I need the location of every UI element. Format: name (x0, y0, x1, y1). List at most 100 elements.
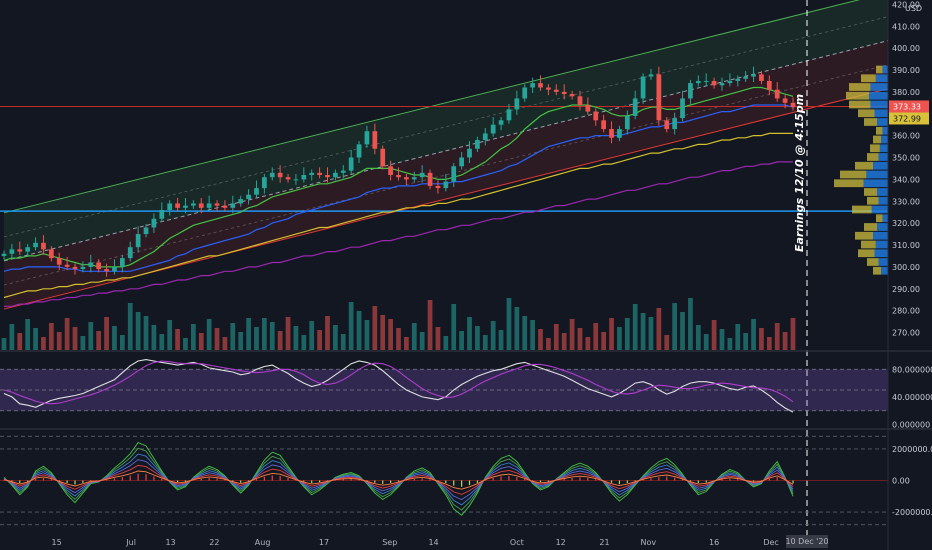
volume-profile-bar (873, 231, 888, 240)
price-tick-label: 350.00 (892, 154, 920, 163)
candle (727, 80, 733, 84)
candle (782, 98, 788, 103)
price-tick-label: 310.00 (892, 241, 920, 250)
candle (672, 118, 678, 130)
candle (546, 87, 551, 90)
volume-bar (530, 320, 535, 350)
volume-bar (325, 316, 330, 350)
candle (719, 83, 725, 86)
volume-bar (656, 308, 662, 350)
regression-inner-line (3, 16, 889, 238)
candle (206, 203, 212, 208)
stochastic-pane[interactable] (0, 359, 888, 413)
stochastic-tick-label: 40.000000 (892, 393, 932, 402)
volume-profile-bar (852, 205, 872, 214)
volume-bar (119, 335, 125, 350)
candle (617, 129, 622, 138)
main-price-pane[interactable]: Earnings 12/10 @ 4:15pm (0, 0, 889, 540)
volume-bar (348, 302, 354, 350)
oscillator-ribbon-line (3, 442, 794, 516)
candle (435, 185, 441, 189)
price-tick-label: 290.00 (892, 285, 920, 294)
volume-profile-bar (877, 223, 888, 231)
candle (396, 175, 401, 178)
volume-bar (167, 320, 173, 350)
candle (167, 203, 173, 210)
volume-profile-bar (870, 83, 888, 91)
volume-bar (727, 338, 733, 350)
price-tick-label: 320.00 (892, 219, 920, 228)
volume-bar (1, 338, 7, 350)
stoch-d-line (3, 360, 794, 405)
volume-bar (285, 317, 291, 350)
sma-100-line (3, 132, 793, 299)
volume-profile-bar (881, 266, 888, 275)
candle (553, 89, 559, 92)
candle (569, 94, 575, 97)
oscillator-tick-label: -2000000.00 (892, 508, 932, 517)
volume-profile-bar (861, 240, 876, 249)
volume-bar (88, 322, 94, 350)
candle (301, 175, 307, 180)
regression-inner-line (3, 64, 889, 286)
candle (561, 91, 567, 95)
volume-bar (340, 334, 346, 350)
regression-upper-band (4, 0, 888, 261)
price-tick-label: 420.00 (892, 0, 920, 9)
volume-bar (506, 298, 512, 350)
volume-profile-bar (864, 223, 878, 231)
candle (593, 111, 599, 121)
candle (743, 76, 749, 79)
volume-bar (198, 333, 204, 350)
price-tick-label: 330.00 (892, 197, 920, 206)
volume-bar (766, 337, 772, 350)
candle (388, 166, 393, 175)
candle (711, 80, 717, 86)
candle (246, 194, 251, 200)
candle (790, 102, 796, 108)
volume-profile-bar (876, 214, 883, 223)
volume-bar (364, 320, 370, 350)
candle (404, 177, 409, 180)
volume-bar (498, 330, 504, 350)
date-tick-label: Sep (382, 538, 397, 547)
volume-bar (759, 328, 764, 350)
candle (585, 105, 591, 112)
date-tick-label: 14 (428, 538, 438, 547)
candle (443, 181, 449, 189)
candle (56, 258, 62, 265)
price-tick-label: 340.00 (892, 175, 920, 184)
volume-profile-bar (866, 170, 888, 179)
volume-profile-bar (882, 65, 888, 74)
volume-profile-bar (834, 179, 864, 188)
date-tick-label: 16 (709, 538, 719, 547)
candle (277, 172, 283, 178)
date-tick-label: 13 (165, 538, 175, 547)
volume-bar (230, 323, 236, 350)
candle (640, 76, 646, 99)
oscillator-ribbon-line (3, 464, 794, 495)
oscillator-pane[interactable] (0, 435, 888, 526)
candle (490, 124, 496, 134)
volume-bar (262, 318, 267, 350)
stochastic-tick-label: 80.000000 (892, 365, 932, 374)
volume-bar (25, 319, 31, 350)
volume-profile-bar (863, 179, 888, 188)
volume-bar (388, 319, 393, 350)
volume-bar (372, 306, 378, 350)
volume-bar (396, 328, 401, 350)
volume-bar (624, 318, 630, 350)
last-price-box (889, 100, 929, 113)
volume-bar (695, 325, 701, 350)
oscillator-tick-label: 2000000.00 (892, 445, 932, 454)
volume-bar (522, 316, 528, 350)
candle (25, 247, 31, 252)
date-tick-label: 21 (599, 538, 609, 547)
volume-profile-bar (878, 153, 888, 161)
volume-bar (719, 329, 725, 350)
volume-bar (159, 334, 165, 350)
volume-bar (703, 334, 709, 350)
volume-profile-bar (858, 249, 875, 258)
volume-bar (206, 319, 212, 350)
